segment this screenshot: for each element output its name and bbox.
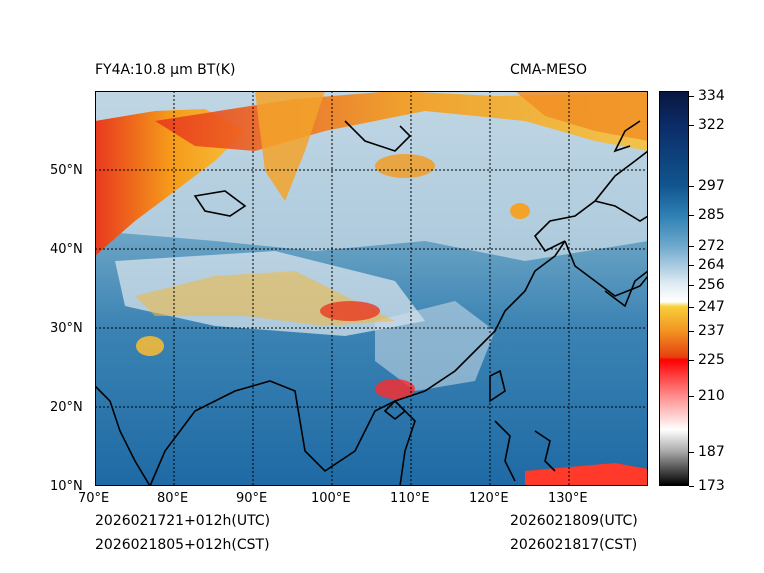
lat-tick-40: 40°N — [50, 242, 83, 257]
colorbar-tick-label: 264 — [698, 257, 725, 274]
init-time-utc: 2026021721+012h(UTC) — [95, 513, 271, 529]
south-cloud-patch — [525, 463, 648, 486]
colorbar-tick-mark — [689, 396, 694, 398]
colorbar-tick-mark — [689, 185, 694, 187]
lat-tick-20: 20°N — [50, 400, 83, 415]
siberia-cloud-arm — [255, 91, 325, 201]
convective-cell-1 — [320, 301, 380, 321]
convective-cell-4 — [375, 379, 415, 399]
coastlines — [95, 120, 648, 486]
lon-tick-120: 120°E — [469, 491, 509, 506]
valid-time-cst: 2026021817(CST) — [510, 537, 638, 553]
convective-cell-3 — [136, 336, 164, 356]
colorbar-tick-label: 285 — [698, 206, 725, 223]
lon-tick-90: 90°E — [236, 491, 268, 506]
china-interior-cloud — [375, 301, 495, 391]
colorbar-tick-mark — [689, 214, 694, 216]
valid-time-utc: 2026021809(UTC) — [510, 513, 638, 529]
colorbar-tick-label: 247 — [698, 298, 725, 315]
colorbar-tick-mark — [689, 95, 694, 97]
colorbar-tick-mark — [689, 124, 694, 126]
colorbar-tick-mark — [689, 265, 694, 267]
map-border — [95, 91, 648, 486]
northeast-cloud-patch — [515, 91, 648, 141]
colorbar-tick-label: 237 — [698, 322, 725, 339]
lat-tick-10: 10°N — [50, 479, 83, 494]
convective-cell-5 — [375, 154, 435, 178]
colorbar-tick-mark — [689, 306, 694, 308]
colorbar-tick-mark — [689, 359, 694, 361]
lon-tick-70: 70°E — [78, 491, 110, 506]
colorbar-tick-label: 225 — [698, 351, 725, 368]
lon-tick-130: 130°E — [548, 491, 588, 506]
lat-tick-50: 50°N — [50, 163, 83, 178]
figure-title: FY4A:10.8 µm BT(K) — [95, 62, 236, 78]
colorbar-tick-mark — [689, 284, 694, 286]
colorbar-tick-label: 297 — [698, 177, 725, 194]
convective-cell-2 — [510, 203, 530, 219]
colorbar-tick-mark — [689, 486, 694, 487]
colorbar-tick-label: 210 — [698, 388, 725, 405]
colorbar-tick-label: 334 — [698, 87, 725, 104]
colorbar-tick-mark — [689, 330, 694, 332]
init-time-cst: 2026021805+012h(CST) — [95, 537, 270, 553]
lon-tick-110: 110°E — [390, 491, 430, 506]
colorbar — [659, 91, 689, 486]
model-name: CMA-MESO — [510, 62, 588, 78]
colorbar-tick-mark — [689, 452, 694, 454]
colorbar-tick-mark — [689, 246, 694, 248]
colorbar-tick-label: 272 — [698, 238, 725, 255]
lon-tick-80: 80°E — [157, 491, 189, 506]
colorbar-tick-label: 187 — [698, 444, 725, 461]
lon-tick-100: 100°E — [311, 491, 351, 506]
lat-tick-30: 30°N — [50, 321, 83, 336]
satellite-map — [95, 91, 648, 486]
graticule — [95, 91, 648, 486]
colorbar-tick-label: 322 — [698, 116, 725, 133]
colorbar-tick-label: 173 — [698, 478, 725, 494]
colorbar-tick-label: 256 — [698, 276, 725, 293]
